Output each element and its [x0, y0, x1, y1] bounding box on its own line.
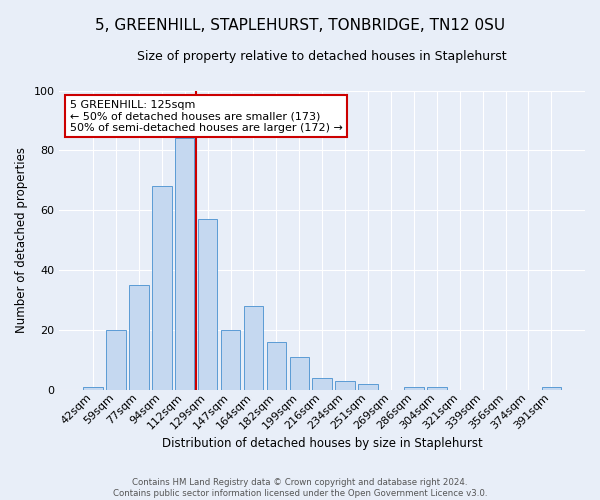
Bar: [221, 330, 240, 390]
Bar: [404, 387, 424, 390]
Bar: [106, 330, 126, 390]
Bar: [542, 387, 561, 390]
Y-axis label: Number of detached properties: Number of detached properties: [15, 147, 28, 333]
Title: Size of property relative to detached houses in Staplehurst: Size of property relative to detached ho…: [137, 50, 507, 63]
Text: 5, GREENHILL, STAPLEHURST, TONBRIDGE, TN12 0SU: 5, GREENHILL, STAPLEHURST, TONBRIDGE, TN…: [95, 18, 505, 32]
Bar: [335, 381, 355, 390]
Text: 5 GREENHILL: 125sqm
← 50% of detached houses are smaller (173)
50% of semi-detac: 5 GREENHILL: 125sqm ← 50% of detached ho…: [70, 100, 343, 132]
Bar: [198, 219, 217, 390]
Bar: [427, 387, 446, 390]
Bar: [358, 384, 378, 390]
Bar: [266, 342, 286, 390]
Text: Contains HM Land Registry data © Crown copyright and database right 2024.
Contai: Contains HM Land Registry data © Crown c…: [113, 478, 487, 498]
Bar: [244, 306, 263, 390]
Bar: [290, 357, 309, 390]
Bar: [313, 378, 332, 390]
Bar: [175, 138, 194, 390]
Bar: [129, 285, 149, 390]
Bar: [152, 186, 172, 390]
X-axis label: Distribution of detached houses by size in Staplehurst: Distribution of detached houses by size …: [162, 437, 482, 450]
Bar: [83, 387, 103, 390]
